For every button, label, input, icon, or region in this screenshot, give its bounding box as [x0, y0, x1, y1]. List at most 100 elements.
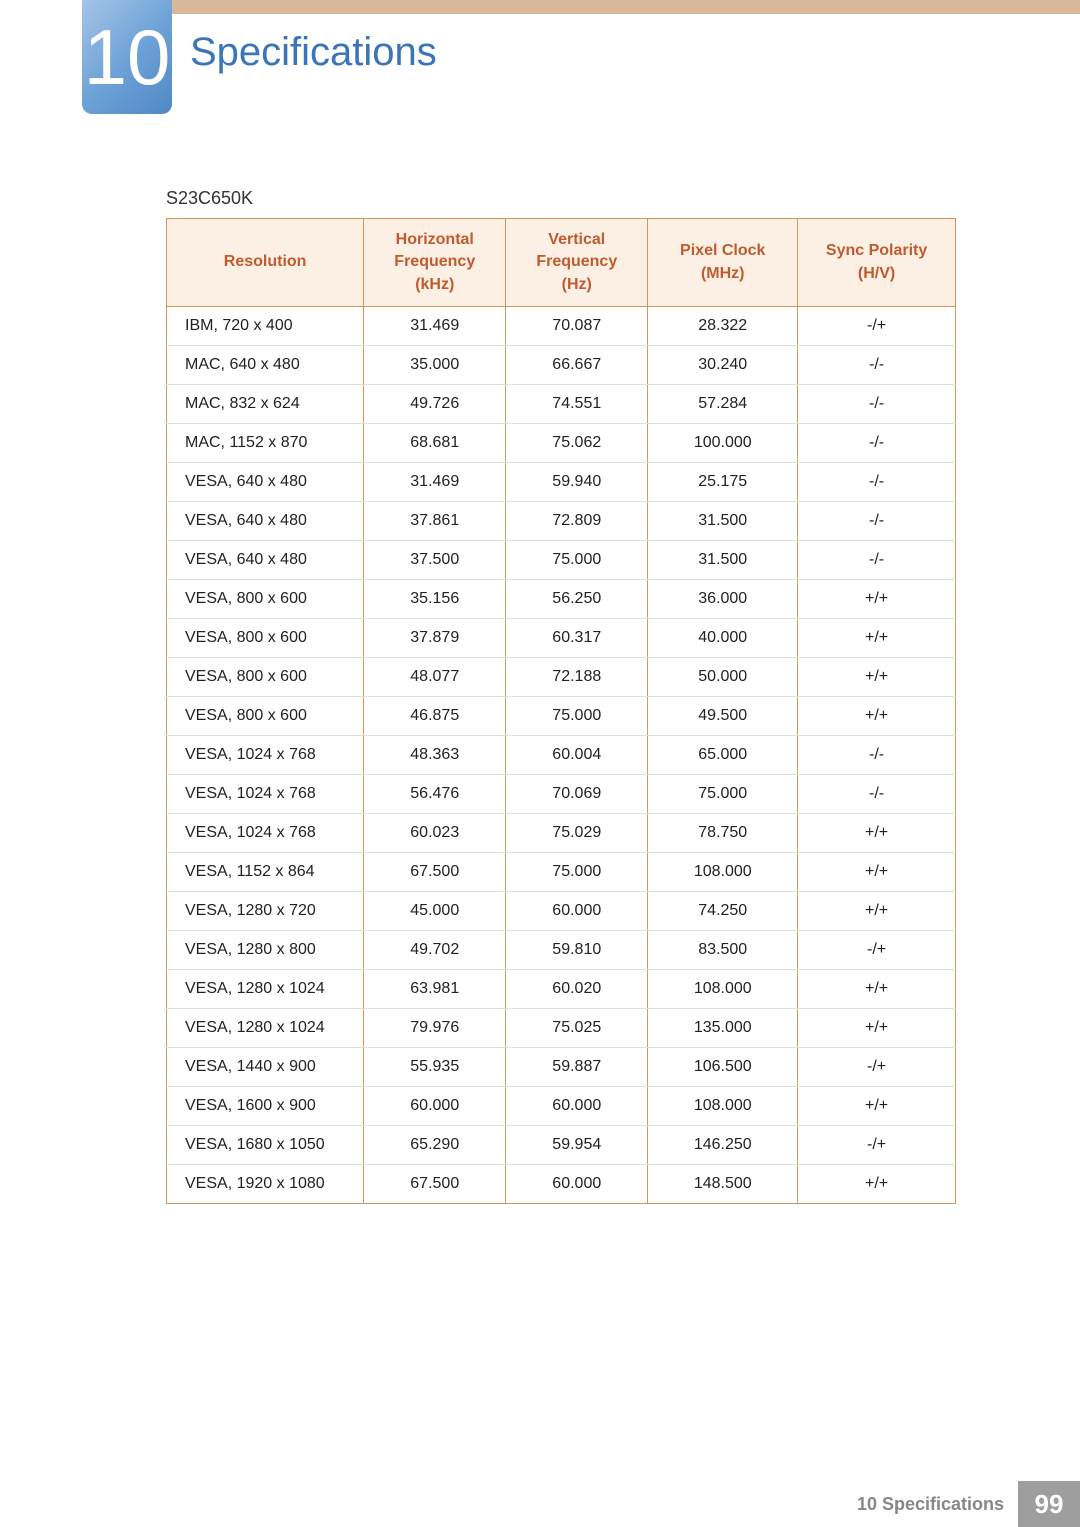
table-cell: +/+	[798, 1009, 956, 1048]
table-row: VESA, 1920 x 108067.50060.000148.500+/+	[167, 1165, 956, 1204]
table-cell: +/+	[798, 892, 956, 931]
table-cell: -/-	[798, 463, 956, 502]
table-cell: -/+	[798, 931, 956, 970]
table-cell: VESA, 1680 x 1050	[167, 1126, 364, 1165]
table-cell: 59.940	[506, 463, 648, 502]
table-cell: 31.500	[648, 502, 798, 541]
table-cell: 146.250	[648, 1126, 798, 1165]
table-cell: 75.000	[506, 541, 648, 580]
table-cell: 100.000	[648, 424, 798, 463]
table-cell: 35.000	[364, 346, 506, 385]
table-cell: 59.810	[506, 931, 648, 970]
specifications-table: Resolution Horizontal Frequency (kHz) Ve…	[166, 218, 956, 1204]
table-row: VESA, 1024 x 76860.02375.02978.750+/+	[167, 814, 956, 853]
table-cell: 72.188	[506, 658, 648, 697]
table-row: VESA, 1440 x 90055.93559.887106.500-/+	[167, 1048, 956, 1087]
table-cell: 31.469	[364, 307, 506, 346]
table-cell: 75.029	[506, 814, 648, 853]
table-row: VESA, 1600 x 90060.00060.000108.000+/+	[167, 1087, 956, 1126]
table-cell: 48.077	[364, 658, 506, 697]
table-cell: 31.500	[648, 541, 798, 580]
table-cell: 74.250	[648, 892, 798, 931]
table-cell: VESA, 800 x 600	[167, 658, 364, 697]
table-cell: MAC, 832 x 624	[167, 385, 364, 424]
table-cell: 59.954	[506, 1126, 648, 1165]
table-cell: MAC, 1152 x 870	[167, 424, 364, 463]
chapter-title: Specifications	[190, 30, 437, 75]
table-cell: 60.000	[506, 1165, 648, 1204]
table-row: VESA, 640 x 48031.46959.94025.175-/-	[167, 463, 956, 502]
table-cell: VESA, 1024 x 768	[167, 775, 364, 814]
table-cell: 108.000	[648, 1087, 798, 1126]
table-row: MAC, 640 x 48035.00066.66730.240-/-	[167, 346, 956, 385]
table-cell: -/+	[798, 1126, 956, 1165]
model-label: S23C650K	[166, 188, 253, 209]
table-row: VESA, 800 x 60037.87960.31740.000+/+	[167, 619, 956, 658]
table-cell: 74.551	[506, 385, 648, 424]
table-cell: 59.887	[506, 1048, 648, 1087]
table-cell: IBM, 720 x 400	[167, 307, 364, 346]
table-cell: 67.500	[364, 853, 506, 892]
table-cell: 67.500	[364, 1165, 506, 1204]
table-cell: 56.476	[364, 775, 506, 814]
table-cell: VESA, 800 x 600	[167, 580, 364, 619]
table-cell: 48.363	[364, 736, 506, 775]
table-row: VESA, 1152 x 86467.50075.000108.000+/+	[167, 853, 956, 892]
table-cell: 49.702	[364, 931, 506, 970]
chapter-number: 10	[84, 18, 171, 96]
table-cell: 50.000	[648, 658, 798, 697]
table-cell: VESA, 1280 x 800	[167, 931, 364, 970]
table-row: VESA, 800 x 60048.07772.18850.000+/+	[167, 658, 956, 697]
table-cell: 45.000	[364, 892, 506, 931]
table-cell: 37.500	[364, 541, 506, 580]
footer-page-number: 99	[1018, 1481, 1080, 1527]
table-cell: 68.681	[364, 424, 506, 463]
table-row: VESA, 1280 x 80049.70259.81083.500-/+	[167, 931, 956, 970]
table-row: VESA, 640 x 48037.86172.80931.500-/-	[167, 502, 956, 541]
table-cell: VESA, 1920 x 1080	[167, 1165, 364, 1204]
table-cell: 60.000	[506, 892, 648, 931]
page-footer: 10 Specifications 99	[0, 1481, 1080, 1527]
table-cell: VESA, 800 x 600	[167, 619, 364, 658]
table-cell: -/-	[798, 775, 956, 814]
table-cell: 66.667	[506, 346, 648, 385]
table-cell: 60.004	[506, 736, 648, 775]
table-cell: +/+	[798, 814, 956, 853]
table-cell: 60.000	[364, 1087, 506, 1126]
table-cell: VESA, 1024 x 768	[167, 814, 364, 853]
table-cell: 40.000	[648, 619, 798, 658]
table-cell: 60.023	[364, 814, 506, 853]
table-cell: -/+	[798, 1048, 956, 1087]
table-cell: 75.000	[506, 853, 648, 892]
table-cell: -/-	[798, 346, 956, 385]
table-cell: 75.025	[506, 1009, 648, 1048]
table-cell: 35.156	[364, 580, 506, 619]
table-cell: +/+	[798, 1087, 956, 1126]
table-cell: +/+	[798, 658, 956, 697]
chapter-number-badge: 10	[82, 0, 172, 114]
table-cell: +/+	[798, 580, 956, 619]
table-cell: +/+	[798, 619, 956, 658]
table-cell: VESA, 800 x 600	[167, 697, 364, 736]
table-cell: VESA, 1024 x 768	[167, 736, 364, 775]
table-cell: 78.750	[648, 814, 798, 853]
table-cell: 55.935	[364, 1048, 506, 1087]
table-cell: 37.861	[364, 502, 506, 541]
table-cell: 65.000	[648, 736, 798, 775]
table-cell: 60.020	[506, 970, 648, 1009]
table-cell: +/+	[798, 970, 956, 1009]
table-row: VESA, 1024 x 76848.36360.00465.000-/-	[167, 736, 956, 775]
table-cell: VESA, 1600 x 900	[167, 1087, 364, 1126]
table-cell: 37.879	[364, 619, 506, 658]
col-header-sync-polarity: Sync Polarity (H/V)	[798, 219, 956, 307]
table-cell: 148.500	[648, 1165, 798, 1204]
table-cell: 60.000	[506, 1087, 648, 1126]
table-cell: 79.976	[364, 1009, 506, 1048]
table-cell: 60.317	[506, 619, 648, 658]
table-row: VESA, 1280 x 102479.97675.025135.000+/+	[167, 1009, 956, 1048]
table-cell: 75.000	[506, 697, 648, 736]
table-cell: VESA, 1280 x 1024	[167, 1009, 364, 1048]
table-row: VESA, 1280 x 72045.00060.00074.250+/+	[167, 892, 956, 931]
footer-section-label: 10 Specifications	[843, 1481, 1018, 1527]
table-cell: VESA, 640 x 480	[167, 502, 364, 541]
